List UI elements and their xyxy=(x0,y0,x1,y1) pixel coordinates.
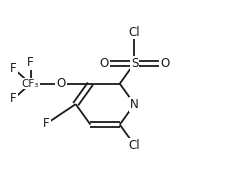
Text: F: F xyxy=(10,62,17,75)
Text: N: N xyxy=(130,98,138,111)
Text: F: F xyxy=(27,56,34,69)
Text: O: O xyxy=(99,57,108,70)
Text: S: S xyxy=(130,57,137,70)
Text: Cl: Cl xyxy=(128,25,140,39)
Text: O: O xyxy=(56,77,65,90)
Text: O: O xyxy=(160,57,169,70)
Text: Cl: Cl xyxy=(128,138,140,152)
Text: CF₃: CF₃ xyxy=(22,79,39,89)
Text: F: F xyxy=(43,117,50,130)
Text: F: F xyxy=(10,92,17,105)
